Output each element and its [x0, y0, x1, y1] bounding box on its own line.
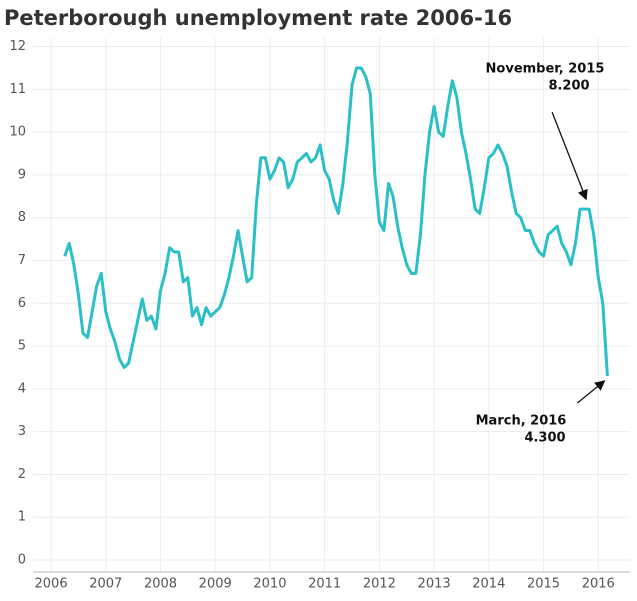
annotation-arrow: [576, 380, 606, 404]
x-tick-label: 2010: [253, 577, 286, 592]
y-tick-label: 8: [18, 210, 26, 225]
y-tick-label: 11: [9, 82, 26, 97]
x-tick-label: 2015: [527, 577, 560, 592]
y-tick-label: 2: [18, 467, 26, 482]
y-tick-label: 9: [18, 167, 26, 182]
y-tick-label: 6: [18, 296, 26, 311]
x-tick-label: 2016: [582, 577, 615, 592]
y-tick-label: 4: [18, 381, 26, 396]
x-tick-label: 2014: [472, 577, 505, 592]
y-tick-label: 10: [9, 125, 26, 140]
x-tick-label: 2006: [35, 577, 68, 592]
line-series: [63, 66, 609, 377]
y-tick-label: 0: [18, 553, 26, 568]
x-tick-label: 2013: [418, 577, 451, 592]
y-tick-label: 1: [18, 510, 26, 525]
x-tick-label: 2009: [199, 577, 232, 592]
annotation-arrow: [551, 111, 588, 201]
annotation-label: November, 2015: [486, 62, 605, 77]
y-tick-label: 7: [18, 253, 26, 268]
annotation-value: 8.200: [548, 79, 589, 94]
x-tick-label: 2007: [89, 577, 122, 592]
annotation-value: 4.300: [524, 431, 565, 446]
y-tick-label: 12: [9, 39, 26, 54]
y-tick-label: 3: [18, 424, 26, 439]
x-tick-label: 2008: [144, 577, 177, 592]
annotation-label: March, 2016: [476, 414, 567, 429]
x-tick-label: 2011: [308, 577, 341, 592]
chart-title: Peterborough unemployment rate 2006-16: [4, 6, 512, 30]
y-tick-label: 5: [18, 339, 26, 354]
x-tick-label: 2012: [363, 577, 396, 592]
